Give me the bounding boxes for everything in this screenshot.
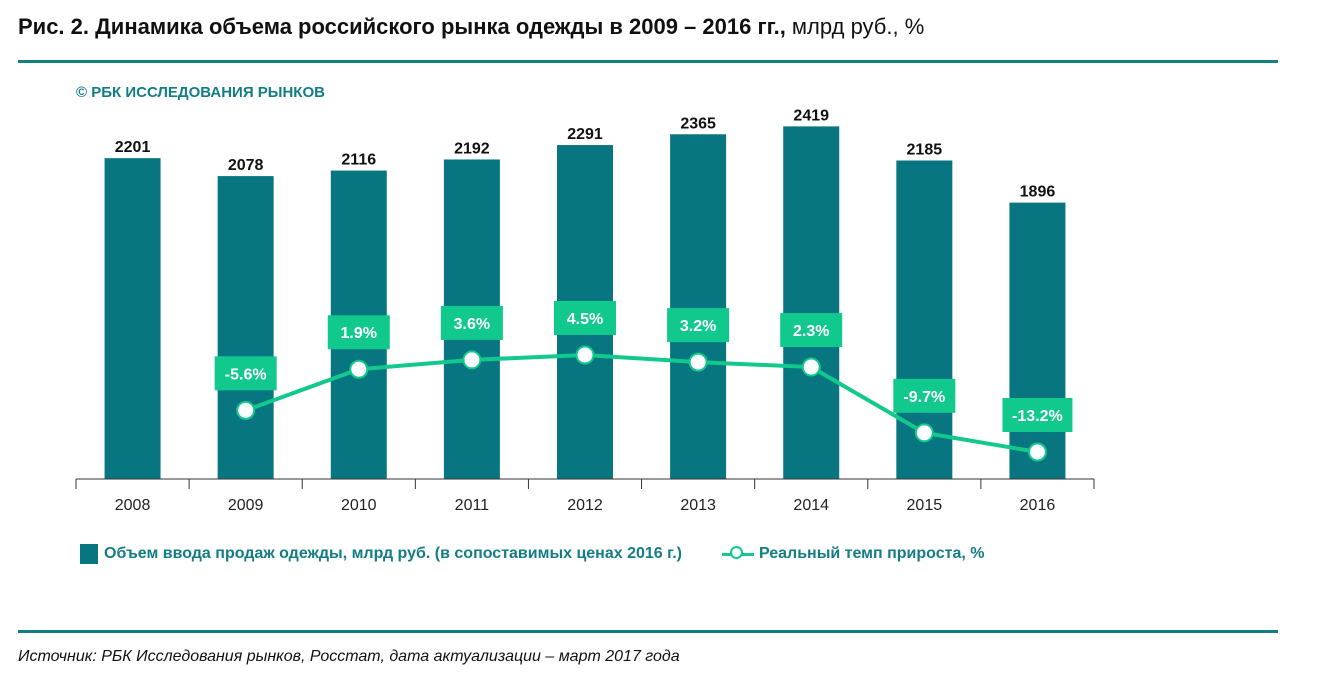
x-tick-label-2010: 2010 bbox=[341, 497, 377, 514]
copyright-label: © РБК ИССЛЕДОВАНИЯ РЫНКОВ bbox=[76, 84, 325, 101]
source-note: Источник: РБК Исследования рынков, Росст… bbox=[18, 648, 680, 665]
growth-label-2009: -5.6% bbox=[225, 366, 267, 383]
growth-label-box-2016 bbox=[1002, 398, 1073, 432]
bar-2009 bbox=[217, 176, 274, 479]
growth-label-box-2011 bbox=[440, 305, 503, 340]
growth-point-2016 bbox=[1027, 442, 1047, 462]
x-tick-label-2013: 2013 bbox=[680, 497, 716, 514]
title-units: млрд руб., % bbox=[785, 14, 925, 39]
legend-bar-label: Объем ввода продаж одежды, млрд руб. (в … bbox=[104, 545, 682, 562]
growth-label-box-2015 bbox=[893, 378, 956, 413]
growth-label-2014: 2.3% bbox=[793, 323, 829, 340]
growth-label-2013: 3.2% bbox=[680, 318, 716, 335]
growth-line bbox=[244, 352, 1038, 454]
legend-line-swatch bbox=[721, 544, 754, 564]
x-tick-label-2015: 2015 bbox=[907, 497, 943, 514]
bar-value-label-2008: 2201 bbox=[115, 139, 151, 156]
x-tick-label-2012: 2012 bbox=[567, 497, 603, 514]
growth-label-2015: -9.7% bbox=[903, 389, 945, 406]
growth-label-box-2009 bbox=[214, 356, 277, 391]
x-tick-label-2009: 2009 bbox=[228, 497, 264, 514]
legend-line-item: Реальный темп прироста, % bbox=[721, 544, 985, 564]
bar-2008 bbox=[104, 158, 161, 479]
growth-point-2011 bbox=[462, 350, 482, 370]
legend: Объем ввода продаж одежды, млрд руб. (в … bbox=[80, 544, 984, 564]
bar-value-label-2015: 2185 bbox=[907, 141, 943, 158]
growth-label-2012: 4.5% bbox=[567, 311, 603, 328]
growth-label-box-2010 bbox=[327, 315, 390, 350]
bar-2014 bbox=[783, 126, 840, 480]
x-tick-label-2016: 2016 bbox=[1020, 497, 1056, 514]
growth-label-box-2012 bbox=[554, 301, 616, 335]
legend-line-label: Реальный темп прироста, % bbox=[758, 545, 985, 562]
x-tick-label-2014: 2014 bbox=[793, 497, 829, 514]
growth-label-2016: -13.2% bbox=[1012, 408, 1063, 425]
growth-point-2014 bbox=[801, 357, 821, 377]
bar-value-label-2010: 2116 bbox=[341, 152, 376, 169]
bar-value-label-2011: 2192 bbox=[454, 140, 490, 157]
growth-point-2013 bbox=[688, 352, 708, 372]
bar-value-label-2016: 1896 bbox=[1020, 184, 1056, 201]
growth-point-2010 bbox=[349, 359, 369, 379]
title-bold: Рис. 2. Динамика объема российского рынк… bbox=[18, 14, 786, 39]
growth-label-2010: 1.9% bbox=[341, 325, 377, 342]
growth-label-2011: 3.6% bbox=[454, 316, 490, 333]
growth-point-2012 bbox=[575, 345, 595, 365]
top-divider bbox=[18, 60, 1278, 63]
bar-value-label-2012: 2291 bbox=[567, 126, 603, 143]
bar-value-label-2009: 2078 bbox=[228, 157, 264, 174]
bar-2016 bbox=[1009, 202, 1066, 480]
growth-point-2015 bbox=[914, 423, 934, 443]
x-tick-label-2011: 2011 bbox=[455, 497, 490, 514]
growth-label-box-2014 bbox=[780, 313, 843, 348]
x-tick-label-2008: 2008 bbox=[115, 497, 151, 514]
bar-value-label-2014: 2419 bbox=[793, 107, 829, 124]
bar-value-label-2013: 2365 bbox=[680, 115, 716, 132]
bar-2013 bbox=[670, 134, 727, 479]
legend-bar-swatch bbox=[80, 544, 98, 564]
growth-point-2009 bbox=[236, 400, 256, 420]
chart-title: Рис. 2. Динамика объема российского рынк… bbox=[18, 14, 924, 40]
bottom-divider bbox=[18, 630, 1278, 633]
growth-label-box-2013 bbox=[667, 308, 730, 343]
